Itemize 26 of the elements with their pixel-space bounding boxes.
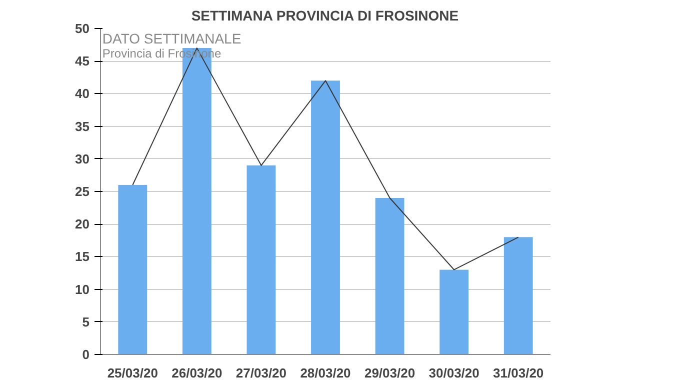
y-tick-label: 35: [75, 118, 90, 134]
y-tick-label: 20: [75, 216, 90, 232]
x-tick-label: 30/03/20: [428, 366, 480, 380]
bar: [311, 80, 340, 354]
y-tick-label: 45: [75, 54, 90, 69]
y-tick-label: 30: [75, 151, 90, 166]
y-tick-label: 40: [75, 86, 90, 102]
x-tick-label: 31/03/20: [493, 366, 544, 380]
y-tick-label: 0: [82, 347, 90, 362]
x-tick-label: 26/03/20: [172, 366, 222, 380]
y-tick-label: 10: [75, 282, 90, 297]
x-tick-label: 29/03/20: [364, 366, 416, 380]
x-tick-label: 25/03/20: [107, 366, 158, 380]
bar: [504, 237, 533, 354]
y-tick-label: 50: [75, 21, 90, 36]
y-tick-label: 15: [75, 249, 90, 264]
annotation: DATO SETTIMANALE: [102, 30, 242, 46]
y-tick-label: 25: [75, 184, 90, 199]
bar: [375, 198, 404, 354]
y-tick-label: 5: [82, 314, 90, 330]
x-tick-label: 27/03/20: [236, 366, 287, 380]
bar: [440, 270, 469, 354]
bar: [118, 184, 148, 354]
bar: [246, 165, 276, 354]
x-tick-label: 28/03/20: [300, 366, 351, 380]
chart-title: SETTIMANA PROVINCIA DI FROSINONE: [191, 8, 459, 24]
